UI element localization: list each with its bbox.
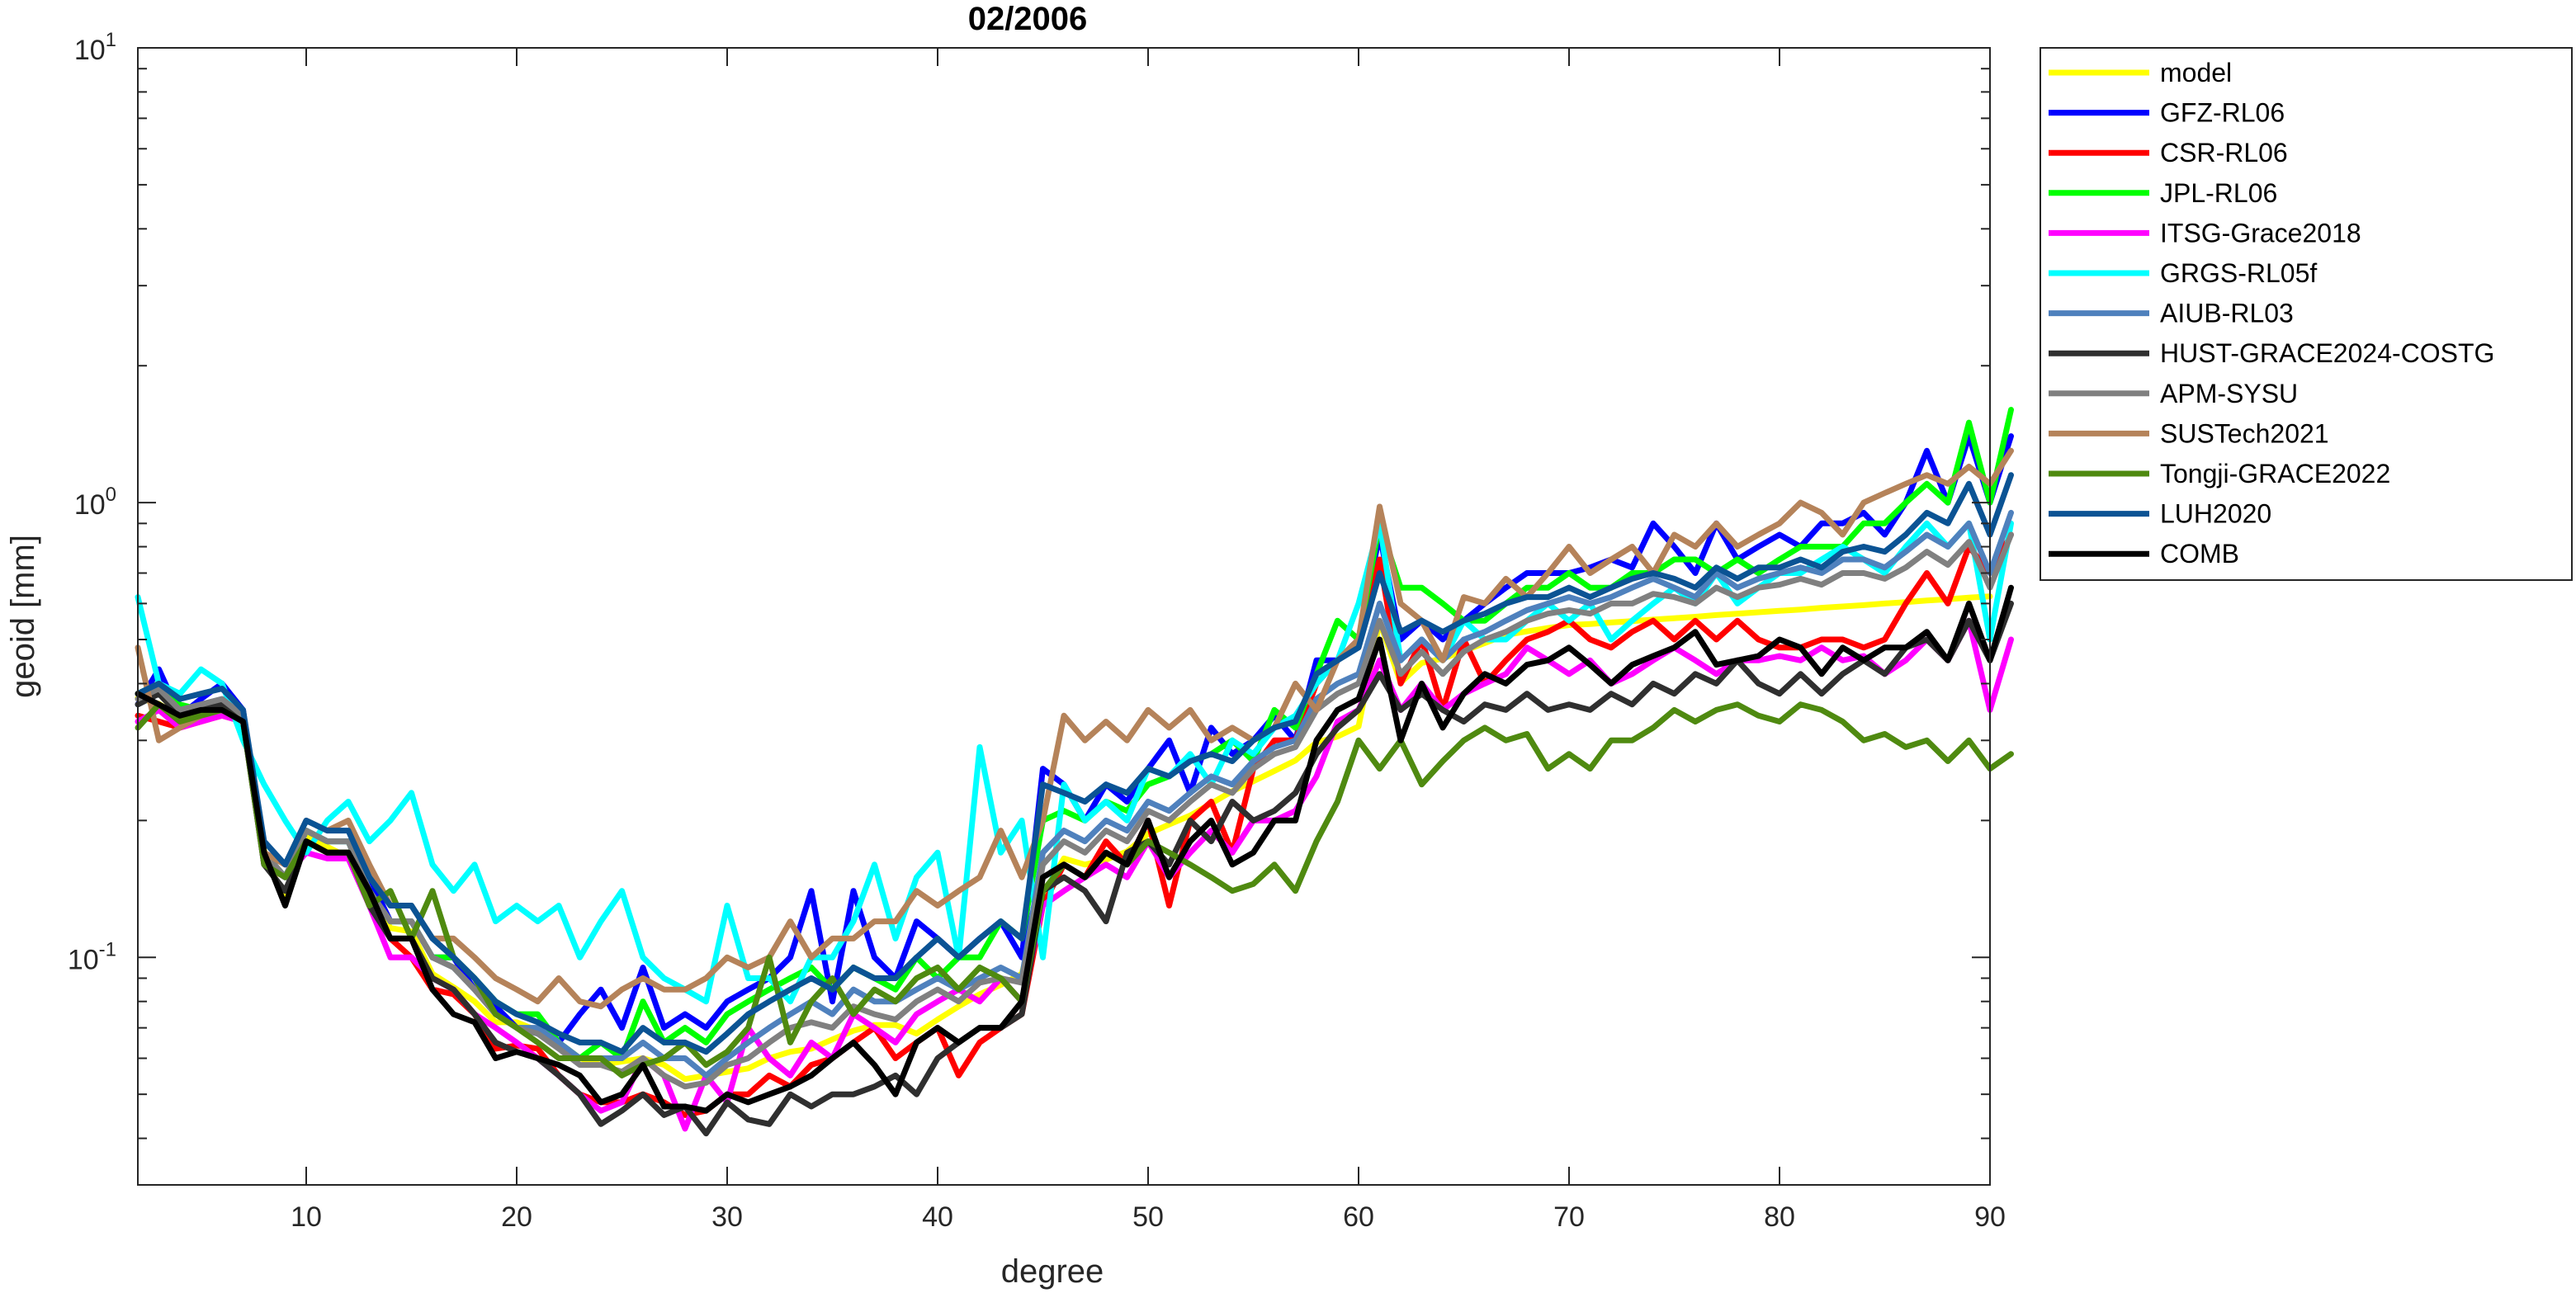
series-line-apm-sysu <box>135 531 2014 1090</box>
y-tick-label: 101 <box>74 29 116 66</box>
x-tick-label: 80 <box>1764 1201 1795 1233</box>
axis-ticks: 10 20 30 40 50 60 70 80 90 10-1 100 101 <box>68 29 2006 1233</box>
legend-items: model GFZ-RL06 CSR-RL06 JPL-RL06 ITSG-Grace2… <box>2049 58 2494 569</box>
legend-label-sustech2021: SUSTech2021 <box>2160 418 2329 448</box>
y-tick-label: 10-1 <box>68 938 116 975</box>
x-tick-label: 30 <box>711 1201 743 1233</box>
legend-label-apm-sysu: APM-SYSU <box>2160 379 2298 408</box>
y-axis-label: geoid [mm] <box>5 535 41 698</box>
legend-label-gfz-rl06: GFZ-RL06 <box>2160 98 2285 128</box>
series-line-hust-grace2024-costg <box>135 600 2014 1137</box>
legend-label-comb: COMB <box>2160 539 2239 569</box>
series-line-luh2020 <box>135 472 2014 1055</box>
x-tick-label: 40 <box>922 1201 953 1233</box>
legend-label-itsg-grace2018: ITSG-Grace2018 <box>2160 218 2361 248</box>
series-line-comb <box>135 584 2014 1114</box>
legend-label-model: model <box>2160 58 2232 87</box>
legend-label-aiub-rl03: AIUB-RL03 <box>2160 299 2294 328</box>
series-lines <box>135 407 2014 1137</box>
x-tick-label: 10 <box>291 1201 322 1233</box>
plot-area: 10 20 30 40 50 60 70 80 90 10-1 100 101 <box>68 29 2014 1233</box>
x-tick-label: 20 <box>501 1201 532 1233</box>
legend-label-csr-rl06: CSR-RL06 <box>2160 138 2288 168</box>
x-tick-label: 90 <box>1974 1201 2006 1233</box>
legend-label-grgs-rl05f: GRGS-RL05f <box>2160 258 2317 288</box>
x-tick-label: 50 <box>1132 1201 1164 1233</box>
plot-frame <box>137 47 1991 1186</box>
x-tick-label: 60 <box>1343 1201 1374 1233</box>
legend-label-jpl-rl06: JPL-RL06 <box>2160 178 2277 208</box>
legend-label-luh2020: LUH2020 <box>2160 499 2271 529</box>
x-tick-label: 70 <box>1553 1201 1585 1233</box>
legend-label-hust-grace2024-costg: HUST-GRACE2024-COSTG <box>2160 338 2494 368</box>
legend-label-tongji-grace2022: Tongji-GRACE2022 <box>2160 459 2390 488</box>
y-tick-label: 100 <box>74 484 116 521</box>
legend: model GFZ-RL06 CSR-RL06 JPL-RL06 ITSG-Grace2… <box>2040 47 2573 581</box>
x-axis-label: degree <box>1001 1253 1104 1290</box>
chart-title: 02/2006 <box>968 1 1088 37</box>
